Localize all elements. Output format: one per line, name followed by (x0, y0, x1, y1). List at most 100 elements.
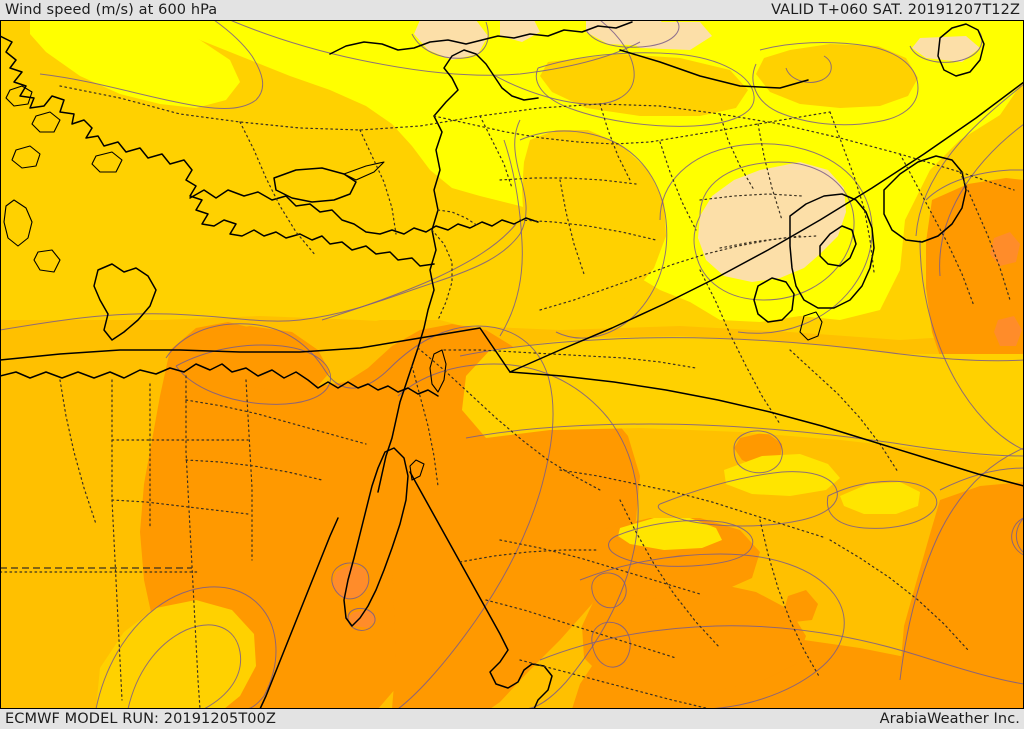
border-iran-inner-b (959, 171, 1011, 301)
footer-bar: ECMWF MODEL RUN: 20191205T00Z ArabiaWeat… (0, 709, 1024, 729)
coastlines (0, 21, 985, 709)
contour-redsea-kernel-a (331, 562, 370, 600)
band-cream-north-d (618, 22, 712, 50)
coast-caspian (937, 23, 985, 77)
contour-levant-a (519, 130, 668, 339)
coast-redsea-west (259, 517, 339, 709)
band-gold-syria (756, 44, 918, 108)
border-jordan-saudi (417, 347, 601, 491)
contour-cyprus-arc (321, 223, 517, 321)
coast-island-c (11, 145, 41, 169)
border-syria-inner-b (519, 219, 657, 241)
border-egypt-inner-b (185, 399, 367, 445)
coast-dead-sea (429, 349, 447, 393)
band-deep-orange-zagros-b (994, 316, 1022, 346)
contour-north-cream-d (785, 55, 832, 83)
band-gold-arabia-ribbon (462, 336, 1024, 460)
band-orange-delta (176, 326, 330, 392)
contour-zagros-a (925, 169, 1024, 201)
border-iraq-inner-b (659, 141, 697, 231)
contour-arabia-orange-d (539, 625, 1024, 685)
border-anatolia-d (599, 103, 631, 181)
coast-sinai (343, 447, 409, 627)
border-iraq-saudi (699, 269, 781, 425)
band-yellow-streak-c (840, 482, 920, 514)
contour-arabia-b (465, 423, 1024, 457)
border-syria-inner-c (559, 179, 585, 275)
border-israel-jordan (431, 229, 453, 321)
band-orange-se (900, 482, 1024, 709)
contour-zagros-b (919, 239, 1024, 451)
band-orange-arabia-b (784, 590, 818, 622)
contour-fills (0, 20, 1024, 709)
coast-island-e (91, 151, 123, 173)
fir-boundary-lines (0, 49, 1024, 487)
border-iran-inner-a (899, 153, 975, 307)
contour-zagros-c (939, 467, 1024, 491)
border-turkey-syria (433, 111, 831, 145)
coast-cyprus (273, 167, 357, 203)
fir-line-ne (619, 49, 809, 89)
coast-cyprus-tail (343, 161, 385, 181)
fir-line-horizontal (509, 371, 1024, 487)
contour-levant-b (499, 139, 523, 337)
band-yellow-streak-b (618, 518, 722, 550)
coast-persian-gulf (819, 225, 857, 267)
border-turkey-north (59, 85, 1015, 191)
border-egypt-inner-c (185, 459, 323, 481)
border-anatolia-c (479, 115, 513, 189)
valid-time-label: VALID T+060 SAT. 20191207T12Z (771, 2, 1020, 18)
contour-north-cream-b (585, 20, 680, 48)
border-turkey-inner (239, 121, 317, 257)
coast-aqaba (409, 459, 425, 481)
contour-arabia-orange-c (579, 553, 845, 709)
fir-line-upper (0, 327, 511, 373)
coast-sw-peninsula (93, 263, 157, 341)
coast-qatar (799, 311, 823, 341)
border-syria-iraq (539, 235, 801, 311)
contour-iran-right-b (939, 123, 1024, 277)
contour-egypt-orange (165, 323, 554, 709)
band-deep-orange-redsea-a (332, 564, 368, 598)
contour-arabia-streak-b (608, 520, 754, 567)
border-egypt-inner-d (245, 379, 253, 561)
border-jordan-egypt (411, 365, 439, 487)
border-saudi-inner-d (485, 599, 677, 659)
wind-speed-contour-field (0, 20, 1024, 709)
coast-blacksea (329, 21, 633, 55)
national-borders (0, 85, 1015, 709)
band-orange-west-arabia-2 (582, 582, 806, 692)
contour-arabia-blob-b (591, 572, 627, 609)
forecast-map[interactable] (0, 20, 1024, 709)
band-cream-north-b (500, 20, 540, 42)
contour-iran-right (915, 83, 1024, 237)
border-anatolia-e (719, 113, 755, 191)
coast-turkey-south (189, 189, 539, 235)
coast-egypt-north (0, 363, 439, 397)
coast-island-b (31, 111, 61, 133)
contour-syria-gold (752, 42, 919, 126)
coast-iran (883, 155, 967, 243)
page-title: Wind speed (m/s) at 600 hPa (5, 2, 218, 18)
contour-turkey-south (39, 20, 264, 109)
band-orange-nwsaudi (392, 372, 640, 709)
contour-arabia-streak-c (826, 480, 938, 529)
border-egypt-west (185, 375, 201, 709)
coast-redsea-east (409, 471, 553, 709)
band-gold-levant (522, 130, 666, 316)
border-gulf-states (789, 349, 899, 473)
border-syria-jordan (443, 349, 697, 369)
coast-gulf-main (789, 193, 875, 309)
contour-arabia-blob-a (733, 430, 783, 474)
coast-aegean-turkey (0, 35, 435, 267)
contour-delta-edge (175, 344, 332, 405)
coast-levant (377, 115, 443, 493)
border-lebanon (437, 209, 479, 227)
border-iraq-inner-d (719, 235, 817, 249)
border-iraq-inner-a (757, 123, 783, 221)
band-cream-north-e (912, 36, 980, 62)
contour-arabia-a (459, 337, 1024, 362)
contour-sw-egypt-a (95, 586, 277, 709)
coast-island-f (33, 249, 61, 273)
